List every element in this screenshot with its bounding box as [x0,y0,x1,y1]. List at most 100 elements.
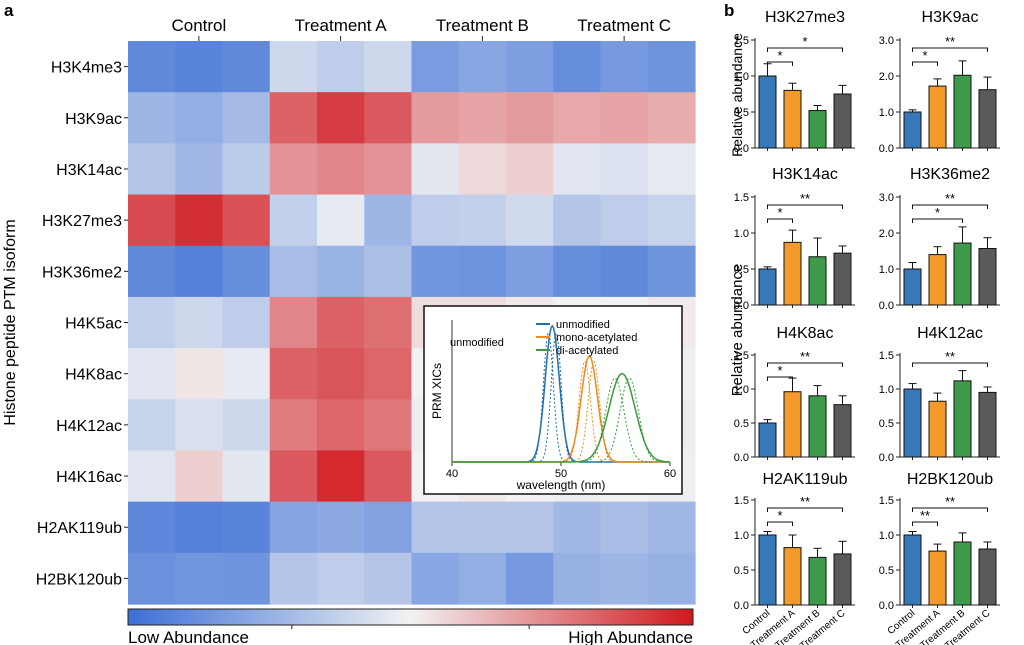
bar-y-tick-label: 1.5 [879,495,894,507]
heatmap-cell [364,348,413,400]
significance-bracket [767,521,793,526]
heatmap-cell [506,245,554,298]
bar [928,550,947,606]
heatmap-cell [458,194,507,247]
bar-y-tick-label: 2.0 [879,228,894,240]
heatmap-cell [364,194,413,247]
heatmap-cell [175,41,224,93]
bar [833,553,852,606]
heatmap-cell [175,501,224,554]
heatmap-cell [175,552,224,605]
heatmap-cell [128,501,176,554]
significance-label: ** [945,191,955,206]
bar [953,242,972,306]
heatmap-cell [411,501,460,554]
heatmap-cell [458,552,507,605]
bar [783,391,802,458]
bar [978,89,997,149]
heatmap-cell [506,501,554,554]
inset-legend-label: di-acetylated [556,345,618,357]
heatmap-cell [364,143,413,196]
heatmap-cell [647,552,696,605]
inset-frame [423,305,683,495]
bar [783,547,802,606]
heatmap-cell [364,41,413,93]
bar [928,254,947,306]
row-label: H3K36me2 [42,264,122,281]
heatmap-cell [222,143,271,196]
xic-fragment-trace [570,360,617,463]
heatmap-cell [175,92,224,144]
heatmap-cell [411,92,460,144]
bar [783,89,802,149]
row-label: H4K8ac [65,367,122,384]
heatmap-cell [222,450,271,503]
heatmap-cell [317,41,365,93]
bar-y-tick-label: 0.5 [879,418,894,430]
bar [758,534,777,606]
heatmap-cell [175,348,224,400]
heatmap-cell [411,41,460,93]
heatmap-cell [222,245,271,298]
bar [953,541,972,606]
bar [758,422,777,458]
heatmap-cell [222,399,271,452]
bar [833,252,852,306]
heatmap-cell [600,501,649,554]
bar-y-tick-label: 0.0 [734,143,749,155]
bar-subplot-title: H4K12ac [917,325,983,342]
panel-a-label: a [4,1,14,20]
bar-subplot-title: H4K8ac [777,325,834,342]
bar-y-tick-label: 2.0 [879,71,894,83]
inset-x-tick-label: 60 [664,468,676,480]
bar-y-tick-label: 0.5 [734,107,749,119]
heatmap-cell [317,552,365,605]
heatmap-cell [458,143,507,196]
significance-bracket [767,47,843,52]
heatmap-cell [647,92,696,144]
heatmap-cell [269,552,318,605]
heatmap-cell [364,296,413,349]
heatmap-cell [317,450,365,503]
heatmap-cell [458,245,507,298]
bar-y-tick-label: 0.0 [734,300,749,312]
heatmap-cell [128,41,176,93]
bar [903,111,922,149]
bar-subplot-title: H2AK119ub [762,471,847,488]
bar-y-axis-label-top: Relative abundance [729,33,745,157]
heatmap-cell [411,194,460,247]
significance-label: ** [945,494,955,509]
bar [783,241,802,306]
inset-x-axis-label: wavelength (nm) [516,478,606,492]
heatmap-cell [128,92,176,144]
bar-subplot: H2BK120ub0.00.51.01.5****ControlTreatmen… [879,471,1000,645]
bar-y-tick-label: 0.0 [879,300,894,312]
xic-fragment-trace [578,377,652,463]
row-label: H4K5ac [65,316,122,333]
bar [808,395,827,458]
bar-y-tick-label: 1.0 [734,384,749,396]
panel-b-label: b [724,1,734,20]
bar-y-tick-label: 0.0 [734,600,749,612]
bar-y-tick-label: 1.5 [734,495,749,507]
bar-y-tick-label: 1.0 [734,530,749,542]
heatmap-cell [647,501,696,554]
heatmap-cell [269,450,318,503]
significance-label: ** [800,494,810,509]
heatmap-cell [411,245,460,298]
heatmap-cell [647,194,696,247]
heatmap-cell [175,399,224,452]
row-label: H3K14ac [56,162,122,179]
significance-label: ** [945,349,955,364]
heatmap-cell [175,194,224,247]
significance-label: * [777,48,782,63]
heatmap-cell [458,501,507,554]
heatmap-cell [269,348,318,400]
heatmap-cell [364,450,413,503]
bar [953,74,972,149]
bar-y-tick-label: 1.5 [879,350,894,362]
heatmap-cell [269,194,318,247]
significance-bracket [912,521,938,526]
xic-fragment-trace [592,377,666,463]
